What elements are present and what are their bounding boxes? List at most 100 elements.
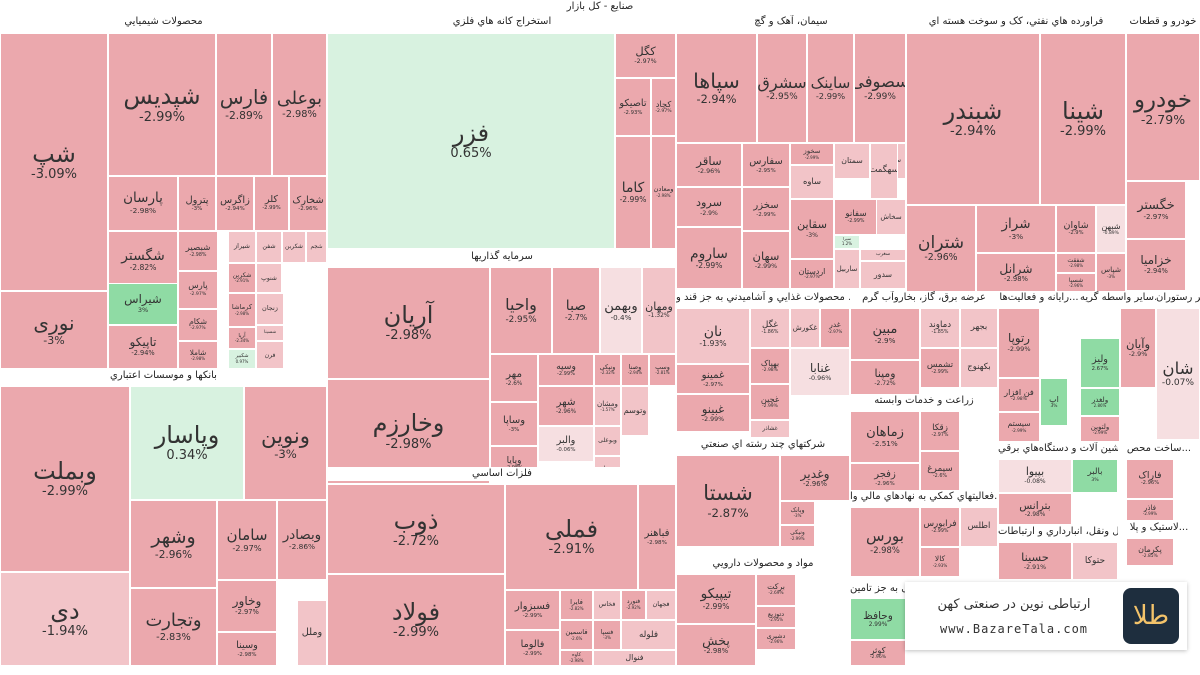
- stock-tile[interactable]: وخارزم -2.98%: [327, 379, 490, 484]
- stock-tile[interactable]: حتوکا: [1072, 542, 1118, 580]
- stock-tile[interactable]: آریا -2.34%: [228, 327, 256, 349]
- stock-tile[interactable]: فاسمین -2.6%: [560, 620, 593, 650]
- stock-tile[interactable]: فالوما -2.99%: [505, 630, 560, 666]
- stock-tile[interactable]: ساوه: [790, 165, 834, 199]
- stock-tile[interactable]: وغدیر -2.96%: [780, 455, 850, 501]
- stock-tile[interactable]: فباهنر -2.98%: [638, 484, 676, 590]
- sector-header[interactable]: خودرو و قطعات: [1126, 15, 1200, 29]
- stock-tile[interactable]: شراز -3%: [976, 205, 1056, 253]
- stock-tile[interactable]: شبهن -0.89%: [1096, 205, 1126, 253]
- stock-tile[interactable]: مهر -2.6%: [490, 354, 538, 402]
- stock-tile[interactable]: وبانک -3%: [780, 501, 815, 525]
- stock-tile[interactable]: خگستر -2.97%: [1126, 181, 1186, 239]
- stock-tile[interactable]: شستا -2.87%: [676, 455, 780, 547]
- stock-tile[interactable]: شپاس -3%: [1096, 253, 1126, 293]
- stock-tile[interactable]: صبا -2.7%: [552, 267, 600, 354]
- stock-tile[interactable]: وحافظ 2.99%: [850, 598, 906, 640]
- stock-tile[interactable]: شفن: [256, 231, 282, 263]
- sector-header[interactable]: ساير واسطه گريه...: [1080, 291, 1156, 305]
- stock-tile[interactable]: زنجان: [256, 293, 284, 325]
- stock-tile[interactable]: غنابا -0.96%: [790, 348, 850, 396]
- stock-tile[interactable]: شان -0.07%: [1156, 308, 1200, 440]
- stock-tile[interactable]: شاوان -2.9%: [1056, 205, 1096, 253]
- sector-header[interactable]: شرکتهاي چند رشته اي صنعتي: [676, 438, 850, 452]
- stock-tile[interactable]: فولاد -2.99%: [327, 574, 505, 666]
- sector-header[interactable]: حمل ونقل، انبارداري و ارتباطات: [998, 525, 1118, 539]
- stock-tile[interactable]: شکبیر 0.97%: [228, 349, 256, 369]
- stock-tile[interactable]: کالا -2.93%: [920, 547, 960, 577]
- sector-header[interactable]: رايانه و فعاليت‌ها...: [998, 291, 1080, 305]
- stock-tile[interactable]: فاراک -2.96%: [1126, 459, 1174, 499]
- sector-header[interactable]: لاستیک و پلا...: [1118, 521, 1200, 535]
- stock-tile[interactable]: اردستان -2.97%: [790, 259, 834, 289]
- stock-tile[interactable]: ونیکی -2.32%: [594, 354, 621, 386]
- stock-tile[interactable]: کچاد -2.97%: [651, 78, 676, 136]
- stock-tile[interactable]: کگل -2.97%: [615, 33, 676, 78]
- stock-tile[interactable]: ساینک -2.99%: [807, 33, 854, 143]
- stock-tile[interactable]: مبین -2.9%: [850, 308, 920, 360]
- stock-tile[interactable]: فسپا -3%: [593, 620, 621, 650]
- stock-tile[interactable]: وسپ -2.81%: [649, 354, 676, 386]
- sector-header[interactable]: عرضه برق، گاز، بخاروآب گرم: [850, 291, 998, 305]
- stock-tile[interactable]: فاذر -2.99%: [1126, 499, 1174, 521]
- stock-tile[interactable]: شکربن: [282, 231, 306, 263]
- stock-tile[interactable]: بوعلی -2.98%: [272, 33, 327, 176]
- stock-tile[interactable]: شپ -3.09%: [0, 33, 108, 291]
- stock-tile[interactable]: کاوه -2.98%: [560, 650, 593, 666]
- stock-tile[interactable]: فنورد -2.92%: [621, 590, 646, 620]
- stock-tile[interactable]: شیراس 3%: [108, 283, 178, 325]
- stock-tile[interactable]: غبینو -2.99%: [676, 394, 750, 432]
- stock-tile[interactable]: شتران -2.96%: [906, 205, 976, 293]
- stock-tile[interactable]: شخارک -2.96%: [289, 176, 327, 231]
- stock-tile[interactable]: سصوفی-2.99%: [854, 33, 906, 143]
- stock-tile[interactable]: وبملت -2.99%: [0, 386, 130, 572]
- stock-tile[interactable]: شگستر -2.82%: [108, 231, 178, 289]
- stock-tile[interactable]: ولیز 2.67%: [1080, 338, 1120, 388]
- stock-tile[interactable]: پخش -2.98%: [676, 624, 756, 666]
- stock-tile[interactable]: ومشان -1.57%: [594, 386, 621, 426]
- stock-tile[interactable]: وخاور -2.97%: [217, 580, 277, 632]
- stock-tile[interactable]: آریان -2.98%: [327, 267, 490, 379]
- stock-tile[interactable]: دتوزیع -2.95%: [756, 606, 796, 628]
- stock-tile[interactable]: زفجر -2.96%: [850, 463, 920, 493]
- stock-tile[interactable]: وبوعلی: [594, 426, 621, 456]
- stock-tile[interactable]: شسپا -2.96%: [1056, 273, 1096, 293]
- stock-tile[interactable]: کوثر -2.96%: [850, 640, 906, 666]
- stock-tile[interactable]: وتجارت -2.83%: [130, 588, 217, 666]
- stock-tile[interactable]: بپیوا -0.08%: [998, 459, 1072, 493]
- stock-tile[interactable]: فملی -2.91%: [505, 484, 638, 590]
- stock-tile[interactable]: وملل: [297, 600, 327, 666]
- stock-tile[interactable]: غمینو -2.97%: [676, 364, 750, 394]
- stock-tile[interactable]: غکورش: [790, 308, 820, 348]
- stock-tile[interactable]: ولغدر 2.86%: [1080, 388, 1120, 416]
- sector-header[interactable]: سرمایه گذاریها: [327, 250, 677, 264]
- sector-header[interactable]: بیمه و صندوق بازنشستگی به جز تامین...: [850, 582, 910, 596]
- stock-tile[interactable]: فلوله: [621, 620, 676, 650]
- stock-tile[interactable]: شینا -2.99%: [1040, 33, 1126, 205]
- stock-tile[interactable]: وپاسار 0.34%: [130, 386, 244, 500]
- stock-tile[interactable]: ومپنا -2.72%: [850, 360, 920, 396]
- stock-tile[interactable]: تاصیکو -2.93%: [615, 78, 651, 136]
- stock-tile[interactable]: وبصادر -2.86%: [277, 500, 327, 580]
- stock-tile[interactable]: وتوسم: [621, 386, 649, 436]
- stock-tile[interactable]: دماوند -1.85%: [920, 308, 960, 348]
- stock-tile[interactable]: سخاش: [876, 199, 906, 235]
- sector-header[interactable]: بانکها و موسسات اعتباري: [0, 369, 327, 383]
- stock-tile[interactable]: غچین -2.99%: [750, 384, 790, 420]
- stock-tile[interactable]: بورس -2.98%: [850, 507, 920, 577]
- stock-tile[interactable]: کلر -2.99%: [254, 176, 289, 231]
- sector-header[interactable]: سیمان، آهک و گچ: [676, 15, 906, 29]
- stock-tile[interactable]: فرابورس -2.99%: [920, 507, 960, 547]
- stock-tile[interactable]: سهان -2.99%: [742, 231, 790, 289]
- stock-tile[interactable]: خزامیا -2.94%: [1126, 239, 1186, 291]
- stock-tile[interactable]: اپ 3%: [1040, 378, 1068, 426]
- stock-tile[interactable]: سرود -2.9%: [676, 187, 742, 227]
- stock-tile[interactable]: تشمس -2.99%: [920, 348, 960, 388]
- stock-tile[interactable]: فرن: [256, 341, 284, 369]
- stock-tile[interactable]: بجهر: [960, 308, 998, 348]
- stock-tile[interactable]: شاملا -2.98%: [178, 341, 218, 369]
- stock-tile[interactable]: واحیا -2.95%: [490, 267, 552, 354]
- brand-url[interactable]: www.BazareTala.com: [939, 621, 1089, 636]
- stock-tile[interactable]: شپدیس -2.99%: [108, 33, 216, 176]
- stock-tile[interactable]: نان -1.93%: [676, 308, 750, 364]
